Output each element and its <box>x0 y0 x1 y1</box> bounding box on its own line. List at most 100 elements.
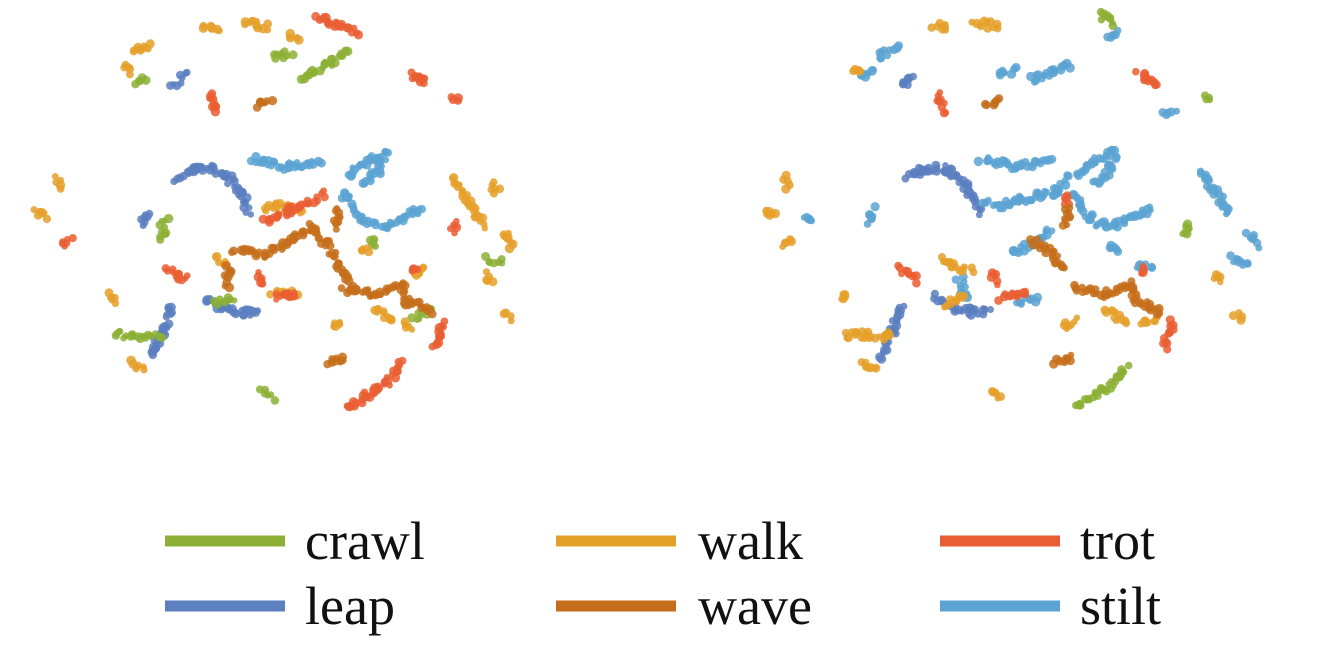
point <box>229 176 239 186</box>
series-walk <box>762 16 1247 402</box>
cluster-walk-1 <box>968 16 1002 33</box>
point <box>168 265 177 274</box>
point <box>1064 171 1073 181</box>
point <box>428 342 437 351</box>
cluster-crawl-9 <box>481 252 506 268</box>
point <box>969 268 978 277</box>
point <box>471 204 480 213</box>
point <box>256 248 263 255</box>
point <box>1058 221 1068 230</box>
cluster-crawl-1 <box>111 327 167 344</box>
point <box>1138 268 1148 277</box>
point <box>1065 63 1075 73</box>
point <box>141 333 149 340</box>
point <box>224 282 235 293</box>
point <box>125 70 134 79</box>
cluster-stilt-1 <box>1068 189 1154 232</box>
point <box>994 96 1002 104</box>
point <box>364 247 374 257</box>
series-trot <box>58 11 464 412</box>
point <box>1034 188 1042 196</box>
cluster-leap-4 <box>137 209 154 230</box>
point <box>115 328 123 335</box>
point <box>336 319 344 327</box>
point <box>1237 312 1247 322</box>
point <box>320 192 329 202</box>
point <box>453 96 463 105</box>
cluster-crawl-7 <box>365 235 379 250</box>
point <box>843 332 854 343</box>
point <box>1100 173 1108 180</box>
point <box>880 345 890 355</box>
cluster-walk-0 <box>198 21 223 35</box>
point <box>1223 210 1230 218</box>
point <box>264 392 272 399</box>
point <box>973 156 984 167</box>
cluster-trot-3 <box>986 268 1002 289</box>
point <box>481 225 488 232</box>
point <box>1108 21 1118 31</box>
point <box>290 292 299 301</box>
point <box>981 99 990 109</box>
point <box>1105 13 1115 23</box>
point <box>330 253 337 260</box>
cluster-walk-18 <box>126 355 148 374</box>
point <box>489 189 498 198</box>
point <box>258 279 267 288</box>
cluster-crawl-2 <box>1179 219 1193 239</box>
point <box>42 214 52 224</box>
point <box>269 243 278 252</box>
point <box>248 246 256 254</box>
point <box>1066 214 1074 222</box>
point <box>504 243 515 254</box>
cluster-walk-6 <box>30 206 52 224</box>
point <box>1032 292 1043 303</box>
point <box>1091 154 1098 161</box>
cluster-trot-10 <box>447 218 462 237</box>
cluster-trot-6 <box>1138 262 1148 277</box>
point <box>1143 318 1152 327</box>
point <box>1049 247 1057 256</box>
point <box>332 225 340 233</box>
cluster-crawl-0 <box>1096 7 1118 31</box>
point <box>274 210 283 218</box>
point <box>910 272 918 279</box>
cluster-trot-8 <box>258 187 329 227</box>
point <box>1111 154 1121 164</box>
point <box>351 285 361 296</box>
point <box>456 181 463 189</box>
point <box>1152 80 1161 89</box>
point <box>1070 318 1078 326</box>
point <box>341 46 350 56</box>
point <box>264 26 272 34</box>
point <box>413 265 422 274</box>
point <box>168 308 177 317</box>
point <box>162 313 170 321</box>
point <box>1087 216 1095 225</box>
point <box>294 35 304 45</box>
point <box>371 221 380 230</box>
cluster-walk-5 <box>779 235 796 250</box>
point <box>942 109 949 116</box>
series-leap <box>875 72 994 364</box>
point <box>883 328 893 338</box>
series-wave <box>981 94 1164 369</box>
point <box>419 263 428 271</box>
cluster-trot-5 <box>1159 315 1178 354</box>
point <box>894 41 904 51</box>
point <box>451 222 462 233</box>
point <box>996 392 1005 401</box>
cluster-trot-1 <box>407 68 429 88</box>
cluster-walk-7 <box>937 253 978 277</box>
cluster-stilt-1 <box>337 188 426 233</box>
point <box>111 299 120 308</box>
point <box>1065 356 1075 366</box>
point <box>507 317 515 325</box>
point <box>353 30 364 40</box>
point <box>166 81 175 90</box>
cluster-trot-0 <box>1132 67 1161 90</box>
point <box>182 275 189 282</box>
point <box>960 292 969 301</box>
series-trot <box>894 67 1178 354</box>
point <box>1124 361 1133 370</box>
